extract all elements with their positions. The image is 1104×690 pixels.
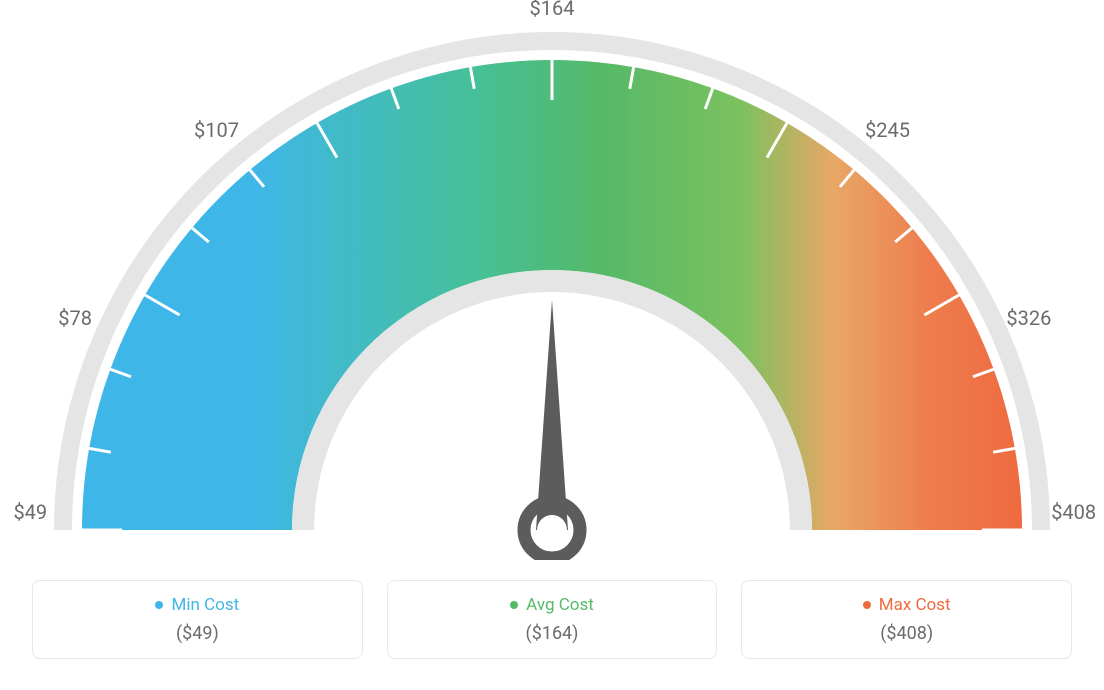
legend-max-value: ($408) [880, 623, 933, 644]
gauge-svg [0, 0, 1104, 560]
legend-min-label: Min Cost [171, 595, 239, 615]
legend-max-top: Max Cost [863, 595, 951, 615]
legend-card-max: Max Cost ($408) [741, 580, 1072, 659]
legend-min-dot [155, 601, 163, 609]
gauge-scale-label: $78 [58, 306, 92, 330]
gauge-scale-label: $107 [194, 118, 239, 142]
legend-card-min: Min Cost ($49) [32, 580, 363, 659]
legend-row: Min Cost ($49) Avg Cost ($164) Max Cost … [32, 580, 1072, 659]
legend-avg-dot [510, 601, 518, 609]
legend-card-avg: Avg Cost ($164) [387, 580, 718, 659]
legend-min-value: ($49) [176, 623, 219, 644]
legend-avg-top: Avg Cost [510, 595, 594, 615]
gauge-scale-label: $164 [530, 0, 575, 20]
legend-max-label: Max Cost [879, 595, 951, 615]
legend-avg-value: ($164) [526, 623, 579, 644]
gauge-scale-label: $245 [865, 118, 910, 142]
gauge-scale-label: $408 [1051, 500, 1096, 524]
gauge-scale-label: $49 [13, 500, 47, 524]
legend-min-top: Min Cost [155, 595, 239, 615]
legend-max-dot [863, 601, 871, 609]
legend-avg-label: Avg Cost [526, 595, 594, 615]
gauge-scale-label: $326 [1006, 306, 1051, 330]
gauge-chart: $49 $78 $107 $164 $245 $326 $408 [0, 0, 1104, 560]
